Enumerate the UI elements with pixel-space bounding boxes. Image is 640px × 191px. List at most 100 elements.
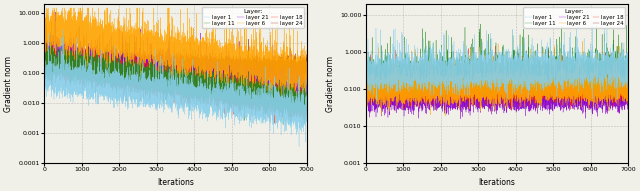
layer 1	[431, 70, 438, 73]
Line: layer 18: layer 18	[44, 28, 307, 123]
layer 18	[303, 99, 310, 101]
layer 11	[54, 59, 62, 61]
layer 21	[140, 79, 147, 81]
layer 1	[466, 75, 474, 78]
layer 6	[624, 95, 632, 97]
layer 24	[489, 93, 497, 96]
layer 24	[168, 64, 175, 66]
layer 1	[540, 80, 547, 83]
layer 24	[145, 71, 152, 73]
layer 6	[54, 14, 62, 17]
layer 21	[362, 88, 369, 91]
layer 21	[376, 98, 383, 100]
layer 18	[376, 85, 383, 87]
layer 21	[54, 46, 62, 49]
layer 21	[466, 103, 474, 106]
layer 6	[218, 53, 226, 56]
layer 18	[54, 65, 62, 67]
layer 11	[461, 77, 468, 79]
layer 1	[59, 28, 67, 31]
layer 6	[579, 40, 586, 42]
layer 6	[461, 86, 468, 88]
layer 6	[466, 85, 474, 87]
layer 18	[218, 80, 226, 83]
layer 6	[442, 115, 449, 117]
layer 18	[624, 87, 632, 90]
layer 24	[466, 97, 474, 99]
layer 24	[140, 65, 147, 67]
layer 18	[508, 109, 515, 112]
layer 11	[218, 72, 226, 74]
Line: layer 18: layer 18	[365, 46, 628, 111]
layer 11	[140, 74, 147, 76]
Line: layer 24: layer 24	[44, 35, 307, 84]
layer 24	[293, 83, 301, 85]
layer 6	[140, 50, 147, 53]
layer 11	[303, 104, 310, 106]
layer 18	[140, 78, 147, 80]
layer 24	[218, 70, 226, 73]
layer 1	[295, 145, 303, 148]
layer 18	[466, 75, 474, 77]
layer 18	[109, 69, 117, 71]
layer 1	[489, 51, 497, 53]
layer 18	[40, 49, 48, 51]
Line: layer 21: layer 21	[44, 12, 307, 108]
layer 24	[461, 89, 468, 92]
layer 11	[279, 123, 287, 125]
layer 11	[466, 68, 474, 70]
layer 1	[373, 99, 381, 101]
layer 11	[109, 77, 117, 79]
layer 6	[109, 38, 117, 40]
layer 18	[362, 90, 369, 92]
layer 21	[431, 91, 438, 94]
layer 6	[275, 94, 283, 96]
layer 1	[362, 73, 369, 75]
layer 11	[489, 80, 497, 82]
layer 18	[540, 87, 547, 90]
Legend: layer 1, layer 11, layer 21, layer 6, layer 18, layer 24: layer 1, layer 11, layer 21, layer 6, la…	[524, 7, 625, 28]
layer 18	[492, 45, 499, 47]
layer 1	[140, 82, 147, 84]
layer 11	[476, 23, 484, 25]
layer 18	[489, 87, 497, 90]
layer 21	[109, 61, 117, 63]
layer 24	[40, 68, 48, 70]
layer 18	[168, 85, 175, 87]
layer 11	[372, 103, 380, 105]
layer 24	[95, 34, 103, 36]
layer 6	[362, 100, 369, 102]
Line: layer 24: layer 24	[365, 50, 628, 111]
layer 21	[540, 99, 547, 101]
layer 11	[376, 72, 383, 74]
Line: layer 1: layer 1	[365, 23, 628, 100]
layer 24	[486, 110, 494, 112]
layer 24	[109, 65, 117, 68]
Line: layer 1: layer 1	[44, 30, 307, 146]
layer 6	[145, 50, 152, 53]
layer 6	[303, 49, 310, 51]
layer 11	[362, 94, 369, 96]
layer 1	[40, 79, 48, 81]
Line: layer 11: layer 11	[365, 24, 628, 104]
layer 21	[40, 54, 48, 57]
layer 6	[540, 80, 547, 83]
layer 21	[218, 59, 226, 61]
layer 24	[624, 90, 632, 92]
layer 21	[456, 118, 464, 120]
layer 1	[461, 83, 468, 86]
layer 11	[145, 79, 152, 81]
layer 24	[54, 68, 62, 70]
layer 1	[145, 94, 152, 97]
layer 18	[145, 71, 152, 73]
layer 1	[168, 89, 175, 91]
Y-axis label: Gradient norm: Gradient norm	[326, 56, 335, 112]
layer 6	[40, 27, 48, 29]
layer 1	[109, 91, 117, 93]
layer 24	[376, 96, 383, 98]
layer 1	[303, 102, 310, 104]
layer 6	[431, 86, 438, 89]
layer 21	[145, 65, 152, 67]
layer 24	[545, 49, 552, 51]
layer 6	[489, 78, 497, 80]
